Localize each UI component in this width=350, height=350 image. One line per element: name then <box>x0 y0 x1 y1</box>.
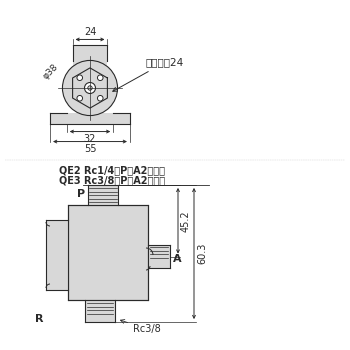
Circle shape <box>97 75 103 80</box>
Text: スパナ帤24: スパナ帤24 <box>113 57 184 91</box>
Bar <box>85 300 115 322</box>
Circle shape <box>84 83 96 93</box>
Bar <box>88 185 118 205</box>
Circle shape <box>77 75 83 80</box>
Bar <box>68 205 148 300</box>
Circle shape <box>77 96 83 101</box>
Circle shape <box>97 96 103 101</box>
Bar <box>72 46 107 75</box>
Circle shape <box>88 86 92 90</box>
Text: 55: 55 <box>84 144 96 154</box>
Text: φ38: φ38 <box>41 62 60 81</box>
Text: Rc3/8: Rc3/8 <box>120 320 161 334</box>
Text: QE3 Rc3/8（P・A2か所）: QE3 Rc3/8（P・A2か所） <box>59 175 165 185</box>
Text: 24: 24 <box>84 27 96 37</box>
Text: QE2 Rc1/4（P・A2か所）: QE2 Rc1/4（P・A2か所） <box>59 165 165 175</box>
Text: 32: 32 <box>84 134 96 143</box>
Text: A: A <box>173 253 182 264</box>
Bar <box>50 113 130 124</box>
Bar <box>46 220 68 290</box>
Circle shape <box>62 61 118 116</box>
Text: 45.2: 45.2 <box>181 210 191 232</box>
Bar <box>148 245 170 268</box>
Text: 60.3: 60.3 <box>197 243 207 264</box>
Text: R: R <box>35 314 44 324</box>
Text: P: P <box>77 189 85 199</box>
